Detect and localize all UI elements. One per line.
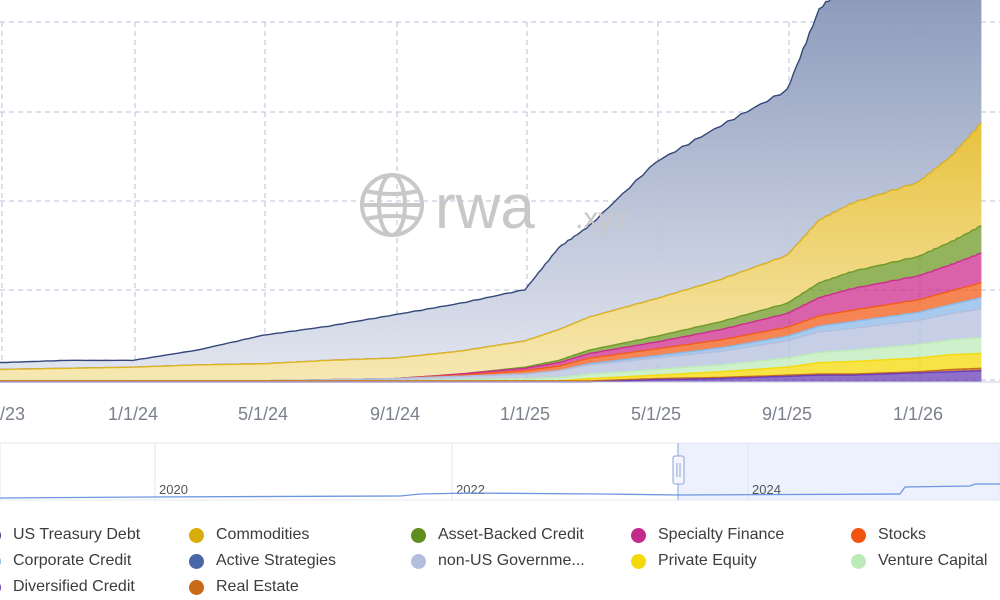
series-line	[0, 367, 982, 382]
legend-marker	[0, 579, 1, 595]
legend-item-non-us-governme[interactable]: non-US Governme...	[411, 552, 585, 570]
series-commodities[interactable]	[0, 122, 982, 381]
x-tick-label: 9/1/25	[762, 404, 812, 424]
series-us-treasury-debt[interactable]	[0, 0, 982, 371]
series-area	[0, 353, 982, 381]
series-area	[0, 282, 982, 381]
series-area	[0, 123, 982, 381]
series-line	[0, 0, 831, 364]
legend: US Treasury Debt Commodities Asset-Backed …	[0, 522, 1000, 600]
navigator-handle[interactable]	[672, 455, 685, 485]
legend-item-us-treasury-debt[interactable]: US Treasury Debt	[0, 526, 140, 544]
legend-item-private-equity[interactable]: Private Equity	[631, 552, 757, 570]
legend-label: Real Estate	[216, 578, 299, 595]
series-real-estate[interactable]	[0, 367, 982, 382]
legend-item-venture-capital[interactable]: Venture Capital	[851, 552, 987, 570]
navigator-year-label: 2022	[456, 482, 485, 497]
watermark-text: rwa	[435, 173, 535, 242]
legend-item-real-estate[interactable]: Real Estate	[189, 578, 299, 596]
legend-marker	[189, 527, 204, 543]
navigator[interactable]: 2020 2022 2024	[0, 442, 1000, 501]
legend-item-active-strategies[interactable]: Active Strategies	[189, 552, 336, 570]
legend-marker	[631, 553, 646, 569]
navigator-year-label: 2020	[159, 482, 188, 497]
legend-item-commodities[interactable]: Commodities	[189, 526, 309, 544]
x-axis: 9/1/23 1/1/24 5/1/24 9/1/24 1/1/25 5/1/25 9/1/…	[0, 381, 1000, 424]
x-tick-label: 1/1/24	[108, 404, 158, 424]
series-area	[0, 253, 982, 381]
x-tick-label: 9/1/23	[0, 404, 25, 424]
legend-item-asset-backed-credit[interactable]: Asset-Backed Credit	[411, 526, 584, 544]
legend-marker	[0, 553, 1, 569]
legend-label: non-US Governme...	[438, 552, 585, 569]
legend-label: Commodities	[216, 526, 310, 543]
x-tick-label: 1/1/25	[500, 404, 550, 424]
navigator-year-label: 2024	[752, 482, 781, 497]
navigator-series-line	[0, 483, 1000, 499]
legend-marker	[411, 527, 426, 543]
legend-label: Specialty Finance	[658, 526, 785, 543]
series-area	[0, 297, 982, 381]
legend-label: Asset-Backed Credit	[438, 526, 584, 543]
globe-icon	[360, 173, 424, 237]
legend-item-diversified-credit[interactable]: Diversified Credit	[0, 578, 135, 596]
series-area	[0, 0, 982, 370]
navigator-selection[interactable]	[678, 443, 1000, 500]
watermark-suffix: .xyz	[575, 202, 628, 235]
watermark: rwa .xyz	[360, 173, 628, 242]
legend-label: Corporate Credit	[13, 552, 132, 569]
legend-marker	[851, 553, 866, 569]
legend-label: Venture Capital	[878, 552, 988, 569]
legend-marker	[189, 553, 204, 569]
legend-marker	[411, 553, 426, 569]
legend-marker	[0, 527, 1, 543]
x-tick-label: 1/1/26	[893, 404, 943, 424]
x-tick-label: 5/1/24	[238, 404, 288, 424]
legend-marker	[631, 527, 646, 543]
legend-item-stocks[interactable]: Stocks	[851, 526, 926, 544]
legend-item-specialty-finance[interactable]: Specialty Finance	[631, 526, 784, 544]
legend-item-corporate-credit[interactable]: Corporate Credit	[0, 552, 131, 570]
x-tick-label: 5/1/25	[631, 404, 681, 424]
legend-label: US Treasury Debt	[13, 526, 141, 543]
legend-label: Private Equity	[658, 552, 757, 569]
chart-svg: rwa .xyz 9/1/23 1/1/24 5/1/24 9/1/24 1/1/25 5…	[0, 0, 1000, 501]
legend-label: Active Strategies	[216, 552, 337, 569]
legend-label: Diversified Credit	[13, 578, 135, 595]
legend-marker	[189, 579, 204, 595]
legend-label: Stocks	[878, 526, 927, 543]
series-area	[0, 370, 982, 382]
x-tick-label: 9/1/24	[370, 404, 420, 424]
legend-marker	[851, 527, 866, 543]
navigator-handle-box[interactable]	[672, 455, 685, 485]
series-line	[0, 122, 982, 371]
